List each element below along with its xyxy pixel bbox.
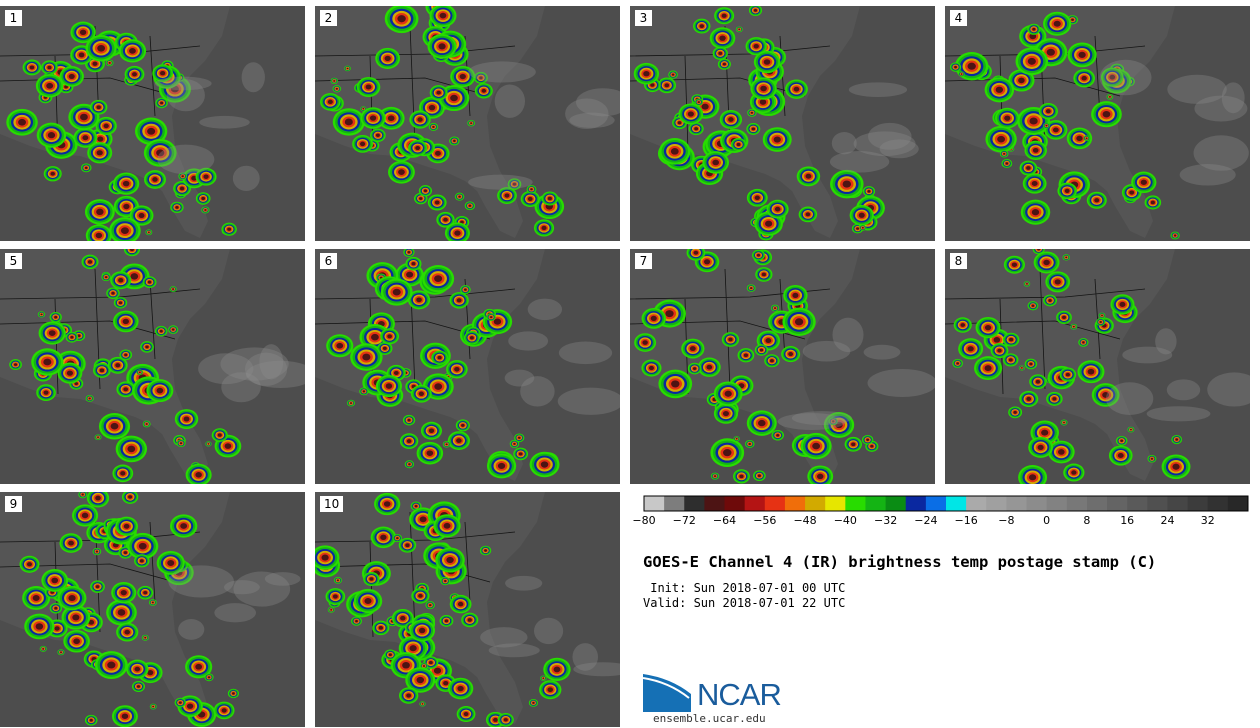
- colorbar-tick-label: 24: [1160, 514, 1175, 527]
- colorbar-bin: [724, 496, 746, 511]
- colorbar-bin: [1187, 496, 1209, 511]
- colorbar-tick-label: 32: [1200, 514, 1215, 527]
- ir-satellite-map: [315, 249, 620, 481]
- colorbar-bin: [905, 496, 927, 511]
- ir-satellite-map: [0, 249, 305, 484]
- ir-satellite-map: [0, 6, 265, 241]
- colorbar-tick-label: −40: [833, 514, 857, 527]
- colorbar-bin: [1086, 496, 1108, 511]
- ncar-logo-icon: [643, 674, 691, 712]
- colorbar-bin: [966, 496, 987, 511]
- colorbar-tick-label: −8: [998, 514, 1015, 527]
- colorbar-bin: [1006, 496, 1028, 511]
- ir-satellite-map: [630, 249, 935, 484]
- init-time: Init: Sun 2018-07-01 00 UTC: [643, 581, 846, 595]
- panel-number-label: 10: [320, 496, 344, 512]
- ir-satellite-map: [945, 249, 1250, 484]
- colorbar-bin: [764, 496, 786, 511]
- colorbar-bin: [1066, 496, 1088, 511]
- colorbar-tick-label: −16: [954, 514, 978, 527]
- colorbar-bin: [644, 496, 665, 511]
- colorbar-bin: [1147, 496, 1168, 511]
- colorbar-tick-labels: −80 −72 −64 −56 −48 −40 −32 −24 −16 −8 0 8 16 24 32: [632, 514, 1247, 528]
- postage-stamp-panel: 3: [630, 6, 935, 241]
- panel-number-label: 2: [320, 10, 337, 26]
- colorbar-tick-label: −64: [712, 514, 737, 527]
- colorbar-tick-label: −24: [914, 514, 938, 527]
- colorbar-tick-label: −48: [793, 514, 817, 527]
- colorbar-bin: [825, 496, 846, 511]
- colorbar-bin: [845, 496, 866, 511]
- postage-stamp-panel: 6: [315, 249, 620, 484]
- postage-stamp-panel: 2: [315, 6, 620, 241]
- colorbar-bin: [885, 496, 907, 511]
- colorbar-bin: [925, 496, 947, 511]
- colorbar-bin: [986, 496, 1007, 511]
- valid-time: Valid: Sun 2018-07-01 22 UTC: [643, 596, 846, 610]
- postage-stamp-panel: 7: [630, 249, 935, 484]
- colorbar-tick-label: 0: [1043, 514, 1051, 527]
- postage-stamp-panel: 5: [0, 249, 305, 484]
- panel-number-label: 5: [5, 253, 22, 269]
- colorbar-bin: [805, 496, 826, 511]
- colorbar-bin: [784, 496, 806, 511]
- colorbar-tick-label: −72: [672, 514, 696, 527]
- postage-stamp-panel: 8: [945, 249, 1250, 484]
- colorbar-bin: [664, 496, 685, 511]
- colorbar-tick-label: 16: [1120, 514, 1135, 527]
- postage-stamp-panel: 9: [0, 492, 305, 727]
- colorbar-bin: [1107, 496, 1128, 511]
- panel-number-label: 6: [320, 253, 337, 269]
- colorbar-bin: [744, 496, 766, 511]
- panel-number-label: 1: [5, 10, 22, 26]
- colorbar-bin: [1046, 496, 1068, 511]
- colorbar-bin: [946, 496, 967, 511]
- ir-satellite-map: [315, 492, 620, 727]
- colorbar-bin: [1227, 496, 1249, 511]
- panel-number-label: 4: [950, 10, 967, 26]
- colorbar-bin: [684, 496, 705, 511]
- brand-url: ensemble.ucar.edu: [653, 712, 766, 725]
- figure-title: GOES-E Channel 4 (IR) brightness temp po…: [643, 553, 1157, 571]
- postage-stamp-panel: 10: [315, 492, 620, 727]
- panel-number-label: 3: [635, 10, 652, 26]
- temperature-colorbar: [643, 495, 1249, 512]
- colorbar-bin: [704, 496, 726, 511]
- ir-satellite-map: [945, 6, 1249, 240]
- colorbar-bin: [1026, 496, 1048, 511]
- panel-number-label: 8: [950, 253, 967, 269]
- ir-satellite-map: [315, 6, 620, 241]
- panel-number-label: 7: [635, 253, 652, 269]
- postage-stamp-panel: 4: [945, 6, 1250, 241]
- colorbar-tick-label: −80: [632, 514, 656, 527]
- brand-name: NCAR: [697, 677, 782, 712]
- colorbar-bin: [865, 496, 887, 511]
- panel-number-label: 9: [5, 496, 22, 512]
- ir-satellite-map: [630, 6, 919, 241]
- postage-stamp-panel: 1: [0, 6, 305, 241]
- ir-satellite-map: [0, 492, 301, 727]
- colorbar-tick-label: 8: [1083, 514, 1091, 527]
- colorbar-tick-label: −56: [753, 514, 777, 527]
- colorbar-tick-label: −32: [873, 514, 898, 527]
- colorbar-bin: [1127, 496, 1148, 511]
- colorbar-bin: [1207, 496, 1229, 511]
- colorbar-bin: [1167, 496, 1189, 511]
